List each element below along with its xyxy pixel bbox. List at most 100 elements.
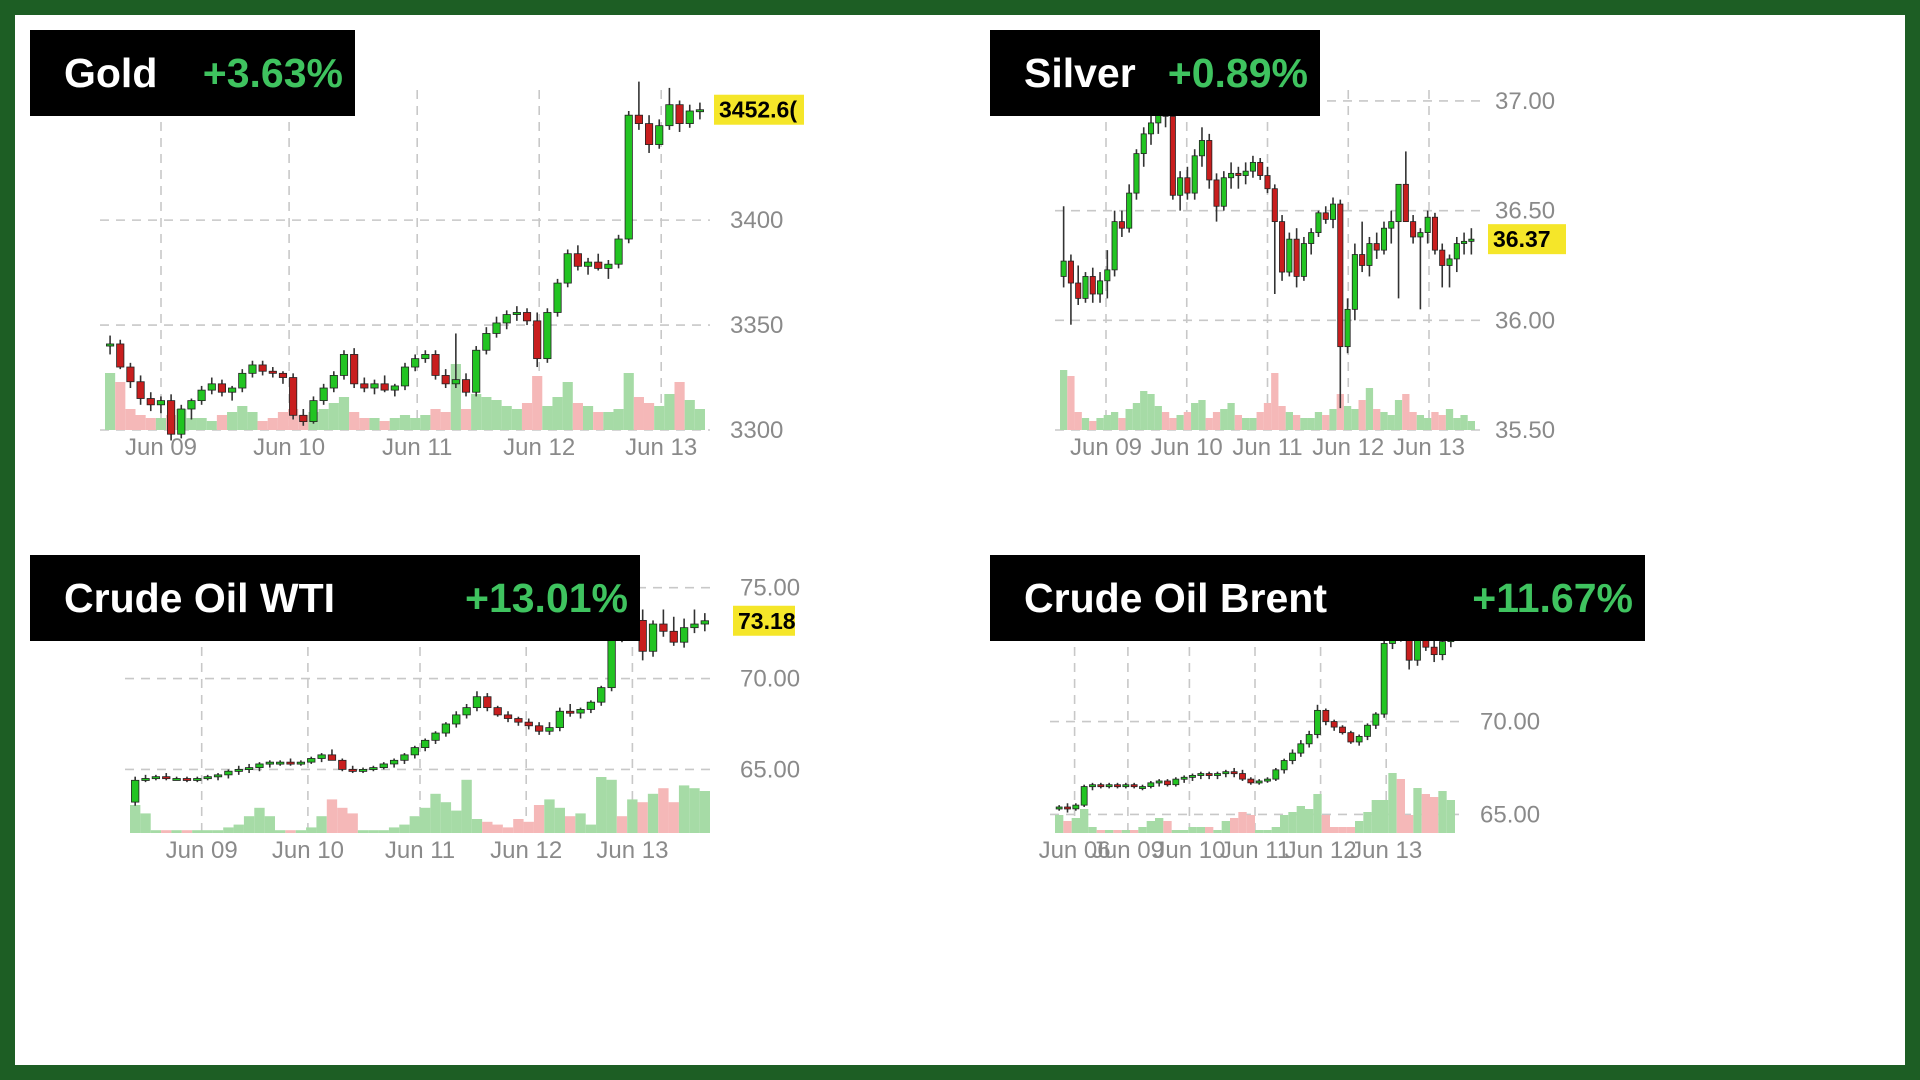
brent-volume-bar — [1396, 779, 1405, 833]
wti-volume-bar — [223, 827, 234, 833]
wti-volume-bar — [482, 821, 493, 833]
wti-volume-bar — [347, 813, 358, 833]
silver-candle — [1402, 183, 1409, 223]
gold-volume-bar — [257, 421, 268, 430]
gold-volume-bar — [115, 382, 126, 430]
silver-volume-bar — [1336, 394, 1344, 430]
gold-candle — [126, 366, 135, 383]
silver-candle — [1147, 122, 1155, 135]
wti-candle — [638, 619, 647, 652]
gold-candle — [228, 387, 237, 393]
brent-volume-bar — [1088, 827, 1097, 833]
brent-candle — [1439, 641, 1446, 656]
wti-volume-bar — [554, 807, 565, 833]
brent-candle — [1122, 784, 1130, 788]
silver-x-tick-label: Jun 13 — [1393, 434, 1465, 461]
silver-volume-bar — [1453, 418, 1461, 430]
brent-candle — [1172, 778, 1180, 786]
brent-volume-bar — [1346, 827, 1355, 833]
silver-volume-bar — [1249, 418, 1257, 430]
gold-candle — [563, 253, 572, 284]
gold-y-tick-label: 3350 — [730, 312, 783, 339]
silver-x-tick-label: Jun 10 — [1151, 434, 1223, 461]
brent-volume-bar — [1205, 827, 1214, 833]
silver-candle — [1431, 216, 1438, 251]
brent-volume-bar — [1446, 800, 1455, 833]
silver-candle — [1242, 170, 1249, 176]
silver-candle — [1410, 221, 1417, 238]
gold-volume-bar — [450, 364, 461, 430]
silver-candle — [1184, 177, 1191, 194]
brent-volume-bar — [1221, 821, 1230, 833]
wti-candle — [162, 776, 171, 780]
silver-volume-bar — [1227, 403, 1235, 430]
brent-volume-bar — [1071, 818, 1080, 833]
wti-volume-bar — [647, 793, 659, 833]
silver-volume-bar — [1402, 394, 1410, 430]
brent-volume-bar — [1155, 818, 1164, 833]
silver-volume-bar — [1365, 388, 1374, 430]
brent-volume-bar — [1080, 809, 1089, 833]
brent-candle — [1347, 732, 1355, 743]
wti-candle — [700, 620, 709, 625]
gold-candle — [116, 343, 125, 368]
wti-x-tick-label: Jun 11 — [385, 837, 455, 864]
silver-volume-bar — [1343, 406, 1352, 430]
silver-candle — [1228, 172, 1235, 179]
brent-x-tick-label: Jun 12 — [1285, 837, 1357, 864]
silver-last-price-label: 36.37 — [1493, 226, 1551, 252]
wti-candle — [472, 696, 482, 709]
brent-candle — [1105, 784, 1113, 788]
wti-candle — [348, 768, 357, 772]
brent-x-tick-label: Jun 10 — [1153, 837, 1225, 864]
silver-candle — [1468, 238, 1475, 242]
gold-volume-bar — [420, 415, 431, 430]
gold-candle — [238, 372, 247, 389]
brent-candle — [1230, 771, 1238, 775]
gold-volume-bar — [582, 406, 594, 430]
silver-candle — [1118, 221, 1125, 229]
silver-candle — [1453, 243, 1460, 260]
wti-candle — [566, 710, 575, 714]
silver-volume-bar — [1096, 418, 1104, 430]
silver-candle — [1286, 238, 1293, 273]
silver-volume-bar — [1424, 418, 1432, 430]
gold-candle — [156, 400, 165, 406]
wti-volume-bar — [689, 788, 700, 833]
brent-volume-bar — [1380, 800, 1389, 833]
wti-volume-bar — [616, 816, 628, 833]
wti-volume-bar — [575, 813, 586, 833]
silver-candle — [1111, 221, 1118, 271]
silver-volume-bar — [1205, 418, 1213, 430]
wti-candle — [327, 754, 337, 761]
wti-volume-bar — [243, 816, 255, 833]
gold-volume-bar — [196, 418, 207, 430]
brent-volume-bar — [1113, 830, 1122, 833]
gold-volume-bar — [694, 409, 705, 430]
silver-candle — [1264, 175, 1271, 190]
silver-candle — [1293, 238, 1300, 277]
wti-candle — [483, 696, 492, 709]
gold-chart: 3300 3350 3400 Jun 09 Jun 10 Jun 11 Jun 12 Jun … — [100, 81, 804, 461]
gold-candle — [278, 372, 288, 378]
gold-candle — [431, 354, 440, 376]
silver-volume-bar — [1263, 403, 1272, 430]
silver-volume-bar — [1212, 412, 1221, 430]
wti-volume-bar — [637, 802, 648, 833]
gold-candle — [573, 253, 582, 267]
wti-volume-bar — [306, 827, 317, 833]
wti-candle — [193, 778, 202, 781]
gold-candle — [167, 400, 176, 435]
gold-candle — [339, 354, 349, 376]
silver-volume-bar — [1278, 406, 1286, 430]
brent-x-tick-label: Jun 06 — [1039, 837, 1111, 864]
wti-volume-bar — [181, 830, 193, 833]
silver-candle — [1279, 221, 1286, 273]
wti-x-tick-label: Jun 10 — [272, 837, 344, 864]
wti-title-box: Crude Oil WTI +13.01% — [30, 555, 640, 641]
brent-candle — [1072, 804, 1080, 810]
silver-change-percent: +0.89% — [1167, 49, 1308, 96]
gold-candle — [624, 114, 633, 240]
gold-x-tick-label: Jun 12 — [503, 434, 575, 461]
